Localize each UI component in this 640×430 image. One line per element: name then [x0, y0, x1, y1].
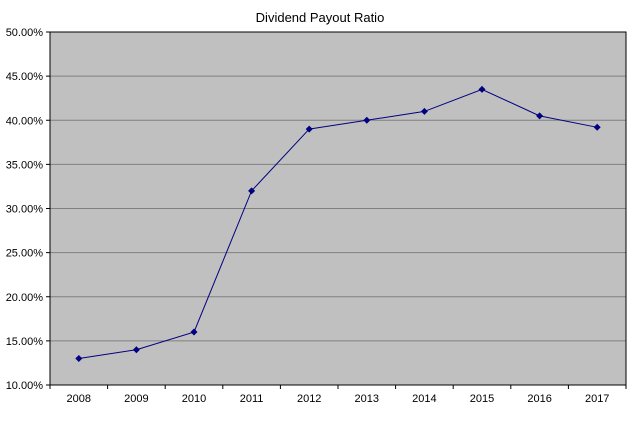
series-line — [78, 88, 598, 360]
y-axis-label: 30.00% — [6, 204, 44, 216]
x-axis-label: 2012 — [297, 393, 321, 405]
x-axis-label: 2013 — [355, 393, 379, 405]
x-axis-label: 2017 — [585, 393, 609, 405]
x-axis-label: 2015 — [470, 393, 494, 405]
data-point-marker — [536, 112, 544, 120]
x-axis-label: 2010 — [182, 393, 206, 405]
y-axis-label: 15.00% — [6, 336, 44, 348]
y-axis-label: 35.00% — [6, 159, 44, 171]
data-point-marker — [593, 123, 601, 131]
x-axis-label: 2011 — [240, 393, 264, 405]
data-point-marker — [478, 85, 486, 93]
data-point-marker — [248, 187, 256, 195]
data-point-marker — [420, 107, 428, 115]
x-axis-label: 2014 — [412, 393, 436, 405]
data-point-marker — [75, 355, 83, 363]
data-point-marker — [190, 328, 198, 336]
chart-title: Dividend Payout Ratio — [255, 10, 385, 25]
y-axis-label: 45.00% — [6, 71, 44, 83]
x-axis-label: 2008 — [67, 393, 91, 405]
y-axis-label: 10.00% — [6, 380, 44, 392]
y-axis-label: 25.00% — [6, 248, 44, 260]
y-axis-label: 50.00% — [6, 27, 44, 39]
data-point-marker — [305, 125, 313, 133]
x-axis-label: 2016 — [527, 393, 551, 405]
x-axis-label: 2009 — [124, 393, 148, 405]
data-point-marker — [363, 116, 371, 124]
data-point-marker — [132, 346, 140, 354]
y-axis-label: 40.00% — [6, 115, 44, 127]
y-axis-label: 20.00% — [6, 292, 44, 304]
